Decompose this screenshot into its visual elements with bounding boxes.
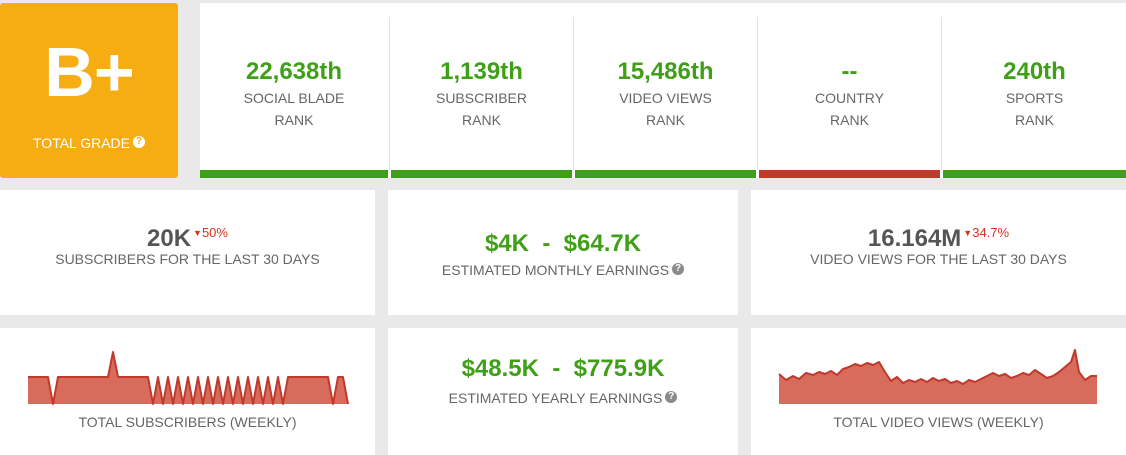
yearly-earnings-card: $48.5K - $775.9K ESTIMATED YEARLY EARNIN… <box>388 328 738 455</box>
divider <box>573 17 574 170</box>
rank-status-bar <box>391 170 572 178</box>
views-30d-value-row: 16.164M ▼34.7% <box>751 225 1126 253</box>
subscribers-30d-card: 20K ▼50% SUBSCRIBERS FOR THE LAST 30 DAYS <box>0 190 375 315</box>
triangle-down-icon: ▼ <box>193 228 202 238</box>
subscribers-30d-value: 20K <box>147 225 192 252</box>
rank-label: SOCIAL BLADE RANK <box>243 90 345 128</box>
rank-video-views: 15,486th VIDEO VIEWS RANK <box>575 3 756 178</box>
rank-label: SUBSCRIBER RANK <box>435 90 528 128</box>
grade-label-row: TOTAL GRADE? <box>0 135 178 151</box>
rank-value: 15,486th <box>617 58 714 85</box>
subscribers-30d-value-row: 20K ▼50% <box>0 225 375 253</box>
total-grade-box: B+ TOTAL GRADE? <box>0 3 178 178</box>
subscribers-sparkline <box>28 351 349 405</box>
grade-letter: B+ <box>44 33 134 111</box>
rank-label: VIDEO VIEWS RANK <box>619 90 712 128</box>
monthly-earnings-card: $4K - $64.7K ESTIMATED MONTHLY EARNINGS? <box>388 190 738 315</box>
subscribers-chart-title: TOTAL SUBSCRIBERS (WEEKLY) <box>78 414 297 430</box>
triangle-down-icon: ▼ <box>963 228 973 238</box>
rank-value: 240th <box>1003 58 1066 85</box>
views-chart-title: TOTAL VIDEO VIEWS (WEEKLY) <box>833 414 1044 430</box>
yearly-earnings-label: ESTIMATED YEARLY EARNINGS <box>448 390 663 406</box>
views-30d-card: 16.164M ▼34.7% VIDEO VIEWS FOR THE LAST 3… <box>751 190 1126 315</box>
question-circle-icon[interactable]: ? <box>665 391 678 403</box>
subscribers-30d-label: SUBSCRIBERS FOR THE LAST 30 DAYS <box>55 251 320 267</box>
rank-value: 1,139th <box>440 58 523 85</box>
rank-subscriber: 1,139th SUBSCRIBER RANK <box>391 3 572 178</box>
rank-socialblade: 22,638th SOCIAL BLADE RANK <box>200 3 388 178</box>
divider <box>389 17 390 170</box>
question-circle-icon[interactable]: ? <box>132 136 145 148</box>
rank-status-bar <box>200 170 388 178</box>
views-sparkline <box>778 349 1097 404</box>
monthly-earnings-label: ESTIMATED MONTHLY EARNINGS <box>441 262 670 278</box>
rank-country: -- COUNTRY RANK <box>759 3 940 178</box>
subscribers-30d-delta: ▼50% <box>193 225 228 240</box>
rank-value: -- <box>841 58 858 85</box>
monthly-earnings-label-row: ESTIMATED MONTHLY EARNINGS? <box>388 262 738 278</box>
yearly-earnings-value: $48.5K - $775.9K <box>461 355 665 382</box>
views-30d-label: VIDEO VIEWS FOR THE LAST 30 DAYS <box>810 251 1067 267</box>
divider <box>941 17 942 170</box>
rank-sports: 240th SPORTS RANK <box>943 3 1126 178</box>
sparkline-area <box>779 350 1097 404</box>
sparkline-line <box>28 351 349 405</box>
views-30d-delta: ▼34.7% <box>963 225 1010 240</box>
views-30d-value: 16.164M <box>867 225 962 252</box>
subscribers-weekly-card: TOTAL SUBSCRIBERS (WEEKLY) <box>0 328 375 455</box>
divider <box>757 17 758 170</box>
rank-label: COUNTRY RANK <box>815 90 884 128</box>
question-circle-icon[interactable]: ? <box>672 263 685 275</box>
rank-status-bar <box>759 170 940 178</box>
grade-label: TOTAL GRADE <box>33 135 130 151</box>
yearly-earnings-label-row: ESTIMATED YEARLY EARNINGS? <box>388 390 738 406</box>
rank-value: 22,638th <box>245 58 343 85</box>
rank-panel: 22,638th SOCIAL BLADE RANK 1,139th SUBSCR… <box>200 3 1126 178</box>
monthly-earnings-value: $4K - $64.7K <box>484 230 642 257</box>
rank-status-bar <box>575 170 756 178</box>
sparkline-line <box>778 349 1097 385</box>
rank-label: SPORTS RANK <box>1005 90 1064 128</box>
views-weekly-card: TOTAL VIDEO VIEWS (WEEKLY) <box>751 328 1126 455</box>
rank-status-bar <box>943 170 1126 178</box>
